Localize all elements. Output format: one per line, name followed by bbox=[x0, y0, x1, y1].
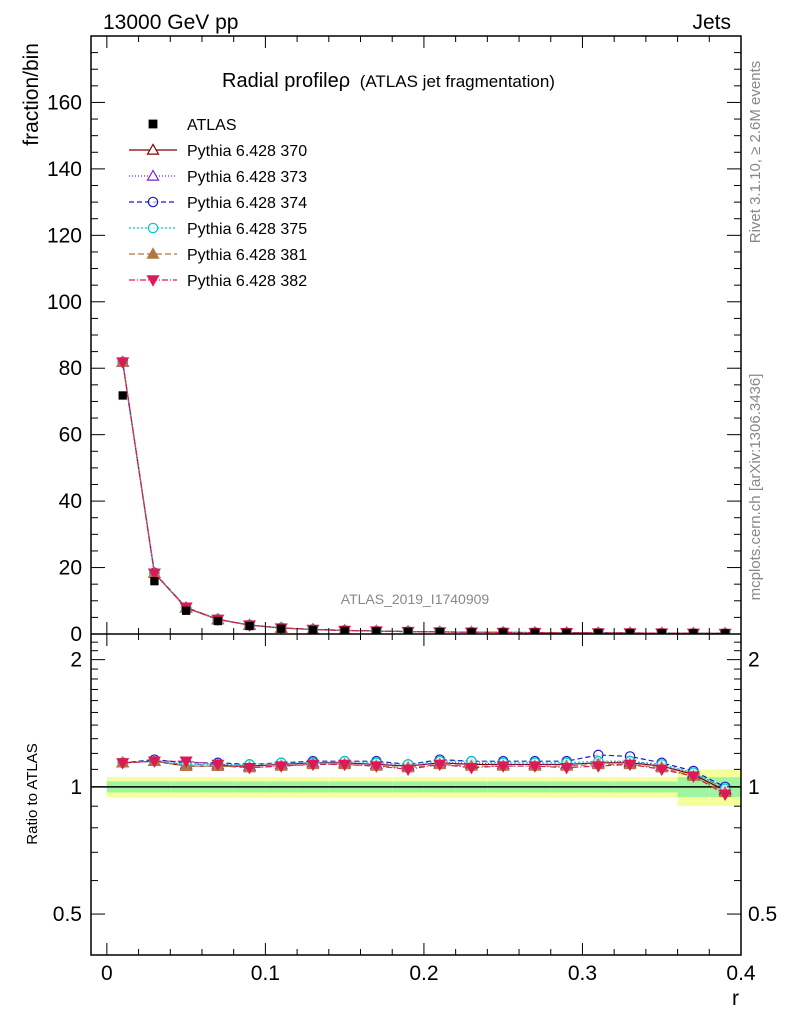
uncertainty-bands bbox=[106, 769, 741, 806]
data-point-6 bbox=[308, 625, 318, 634]
chart-title-main: Radial profile bbox=[222, 70, 339, 92]
ratio-5-point-12 bbox=[496, 761, 510, 773]
y-tick-label-4: 80 bbox=[59, 357, 82, 380]
data-point-19 bbox=[720, 629, 730, 634]
legend-label-0: ATLAS bbox=[187, 117, 237, 134]
legend-marker-6 bbox=[146, 275, 160, 287]
legend-marker-3 bbox=[147, 196, 159, 208]
legend-label-1: Pythia 6.428 370 bbox=[187, 143, 307, 160]
y-tick-label-1: 20 bbox=[59, 557, 82, 580]
series-5-point-0 bbox=[116, 357, 130, 369]
rivet-label: Rivet 3.1.10, ≥ 2.6M events bbox=[747, 61, 764, 244]
ratio-5-point-8 bbox=[369, 761, 383, 773]
ratio-5-point-0 bbox=[116, 758, 130, 770]
ratio-tick-label-right-0: 0.5 bbox=[748, 903, 777, 926]
analysis-id: ATLAS_2019_I1740909 bbox=[341, 591, 490, 607]
data-point-14 bbox=[562, 628, 571, 634]
plot-frame bbox=[90, 35, 742, 956]
ratio-tick-label-left-1: 1 bbox=[70, 776, 82, 799]
chart-title-symbol: ρ bbox=[339, 70, 350, 92]
data-point-18 bbox=[689, 629, 698, 634]
ratio-5-point-11 bbox=[464, 762, 479, 775]
legend-label-6: Pythia 6.428 382 bbox=[187, 273, 307, 290]
data-point-3 bbox=[213, 616, 222, 626]
chart-subtitle: (ATLAS jet fragmentation) bbox=[360, 72, 555, 91]
data-point-4 bbox=[245, 621, 254, 631]
ratio-5-point-19 bbox=[718, 789, 732, 802]
data-point-15 bbox=[594, 628, 603, 634]
y-tick-label-7: 140 bbox=[47, 158, 82, 181]
data-point-13 bbox=[530, 628, 540, 634]
ratio-5-point-16 bbox=[623, 759, 637, 772]
ratio-5-point-10 bbox=[433, 759, 447, 772]
ratio-5-point-18 bbox=[686, 771, 700, 783]
legend: ATLAS Pythia 6.428 370 Pythia 6.428 373 Pyt… bbox=[129, 117, 307, 290]
ratio-tick-label-left-0: 0.5 bbox=[53, 903, 82, 926]
x-tick-label-2: 0.2 bbox=[409, 962, 438, 985]
data-point-9 bbox=[403, 627, 413, 634]
legend-label-4: Pythia 6.428 375 bbox=[187, 221, 307, 238]
legend-label-5: Pythia 6.428 381 bbox=[187, 247, 307, 264]
y-tick-label-8: 160 bbox=[47, 91, 82, 114]
ratio-5-point-4 bbox=[243, 762, 257, 775]
data-point-2 bbox=[181, 606, 191, 615]
legend-marker-5 bbox=[146, 247, 160, 259]
y-tick-label-2: 40 bbox=[59, 490, 82, 513]
y-tick-label-6: 120 bbox=[47, 224, 82, 247]
mcplots-label: mcplots.cern.ch [arXiv:1306.3436] bbox=[747, 374, 764, 601]
data-point-12 bbox=[499, 628, 508, 634]
ratio-tick-label-left-2: 2 bbox=[70, 649, 82, 672]
ratio-5-point-7 bbox=[338, 759, 352, 772]
data-point-10 bbox=[435, 628, 444, 634]
ratio-5-point-9 bbox=[401, 764, 415, 777]
ratio-tick-label-right-2: 2 bbox=[748, 649, 760, 672]
legend-marker-0 bbox=[148, 119, 158, 129]
ratio-5-point-5 bbox=[274, 761, 288, 773]
legend-label-3: Pythia 6.428 374 bbox=[187, 195, 307, 212]
ratio-line-4 bbox=[122, 760, 726, 793]
axes: 0 0.1 0.2 0.3 0.4 0 20 40 60 80 100 120 140 160 0.5 0.5… bbox=[47, 35, 777, 985]
y-tick-label-0: 0 bbox=[70, 623, 82, 646]
main-panel bbox=[116, 355, 732, 634]
ratio-5-point-17 bbox=[655, 764, 669, 777]
y-tick-label-5: 100 bbox=[47, 291, 82, 314]
data-point-17 bbox=[657, 629, 666, 634]
legend-label-2: Pythia 6.428 373 bbox=[187, 169, 307, 186]
x-tick-label-0: 0 bbox=[101, 962, 113, 985]
ratio-line-2 bbox=[122, 754, 726, 788]
ratio-5-point-13 bbox=[528, 761, 542, 773]
ratio-axis-label: Ratio to ATLAS bbox=[24, 743, 41, 844]
x-axis-label: r bbox=[732, 987, 739, 1010]
ratio-5-point-2 bbox=[179, 756, 193, 768]
x-tick-label-1: 0.1 bbox=[251, 962, 280, 985]
y-axis-label: fraction/bin bbox=[20, 43, 43, 146]
y-tick-label-3: 60 bbox=[59, 424, 82, 447]
ratio-5-point-1 bbox=[147, 756, 161, 768]
data-point-16 bbox=[625, 628, 635, 634]
data-point-11 bbox=[467, 628, 476, 634]
header-right: Jets bbox=[692, 11, 731, 34]
ratio-5-point-15 bbox=[591, 761, 605, 773]
ratio-line-5 bbox=[122, 760, 726, 795]
series-5-point-1 bbox=[147, 568, 161, 580]
data-point-7 bbox=[340, 626, 349, 634]
ratio-5-point-14 bbox=[560, 762, 574, 775]
x-tick-label-3: 0.3 bbox=[568, 962, 597, 985]
header-left: 13000 GeV pp bbox=[103, 11, 238, 34]
data-point-1 bbox=[150, 577, 159, 586]
x-tick-label-4: 0.4 bbox=[726, 962, 756, 985]
data-point-5 bbox=[277, 624, 286, 633]
legend-marker-1 bbox=[146, 143, 160, 155]
ratio-panel bbox=[91, 749, 741, 802]
legend-marker-4 bbox=[147, 222, 159, 234]
ratio-tick-label-right-1: 1 bbox=[748, 776, 760, 799]
ratio-5-point-6 bbox=[306, 759, 320, 772]
data-point-8 bbox=[372, 627, 381, 634]
data-point-0 bbox=[118, 391, 127, 400]
chart-title: Radial profileρ (ATLAS jet fragmentation… bbox=[222, 70, 555, 92]
ratio-5-point-3 bbox=[211, 759, 225, 772]
legend-marker-2 bbox=[146, 169, 160, 181]
